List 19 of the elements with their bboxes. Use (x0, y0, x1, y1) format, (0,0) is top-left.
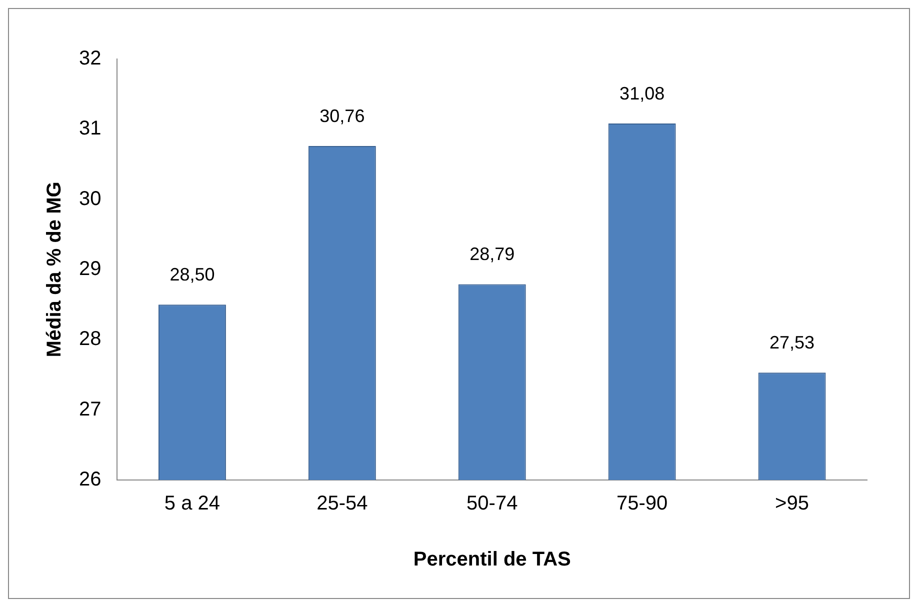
x-tick-label: 25-54 (316, 492, 368, 515)
y-tick-label: 29 (78, 258, 102, 280)
y-tick-label: 28 (78, 328, 102, 350)
x-tick-label: 50-74 (466, 492, 518, 515)
data-label: 31,08 (620, 84, 665, 104)
y-tick-label: 30 (78, 188, 102, 210)
data-label: 27,53 (770, 332, 815, 353)
data-label: 28,50 (170, 264, 215, 285)
y-axis-title: Média da % de MG (44, 182, 66, 358)
y-tick-label: 32 (78, 48, 102, 70)
x-axis-title: Percentil de TAS (413, 548, 571, 571)
data-label: 28,79 (470, 244, 515, 264)
x-tick-label: 75-90 (616, 492, 668, 515)
x-tick-label: >95 (775, 492, 809, 515)
x-tick-label: 5 a 24 (164, 492, 220, 515)
y-tick-label: 27 (78, 398, 102, 420)
y-tick-label: 26 (78, 468, 102, 491)
data-label: 30,76 (320, 106, 365, 126)
y-tick-label: 31 (78, 118, 102, 140)
